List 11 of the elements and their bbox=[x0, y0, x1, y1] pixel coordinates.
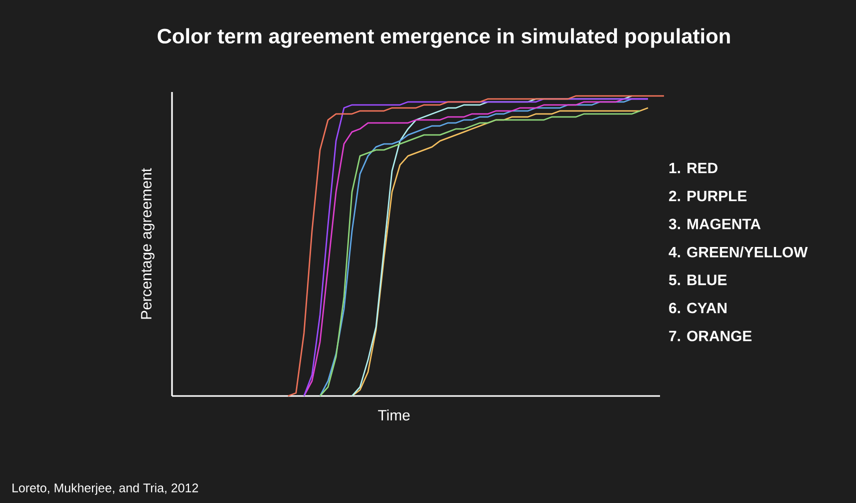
y-axis-title: Percentage agreement bbox=[141, 168, 154, 319]
text: 5. BLUE bbox=[668, 274, 727, 286]
text: Loreto, Mukherjee, and Tria, 2012 bbox=[12, 483, 198, 495]
chart-title: Color term agreement emergence in simulated population bbox=[158, 28, 730, 48]
text: 1. RED bbox=[669, 162, 718, 174]
text: 2. PURPLE bbox=[669, 190, 747, 202]
text: 3. MAGENTA bbox=[668, 218, 761, 230]
text: 4. GREEN/YELLOW bbox=[668, 246, 808, 258]
x-axis-title: Time bbox=[378, 410, 410, 420]
text: 7. ORANGE bbox=[669, 330, 752, 342]
text: 6. CYAN bbox=[669, 302, 726, 314]
